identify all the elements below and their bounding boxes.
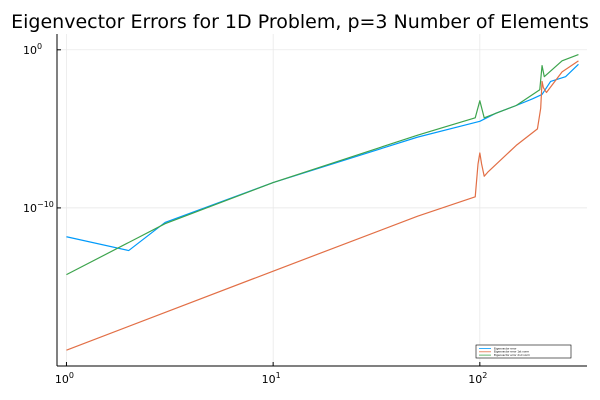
x-tick-label: 101 bbox=[262, 371, 281, 386]
series-line bbox=[66, 60, 579, 351]
series-line bbox=[66, 63, 579, 252]
y-tick-exponent: 0 bbox=[37, 42, 42, 51]
legend-box bbox=[475, 344, 572, 359]
y-ticks: 10 010 −10 bbox=[23, 42, 61, 215]
y-tick-label: 10 bbox=[23, 44, 37, 57]
series-line bbox=[66, 54, 579, 276]
x-tick-base: 10 bbox=[262, 373, 276, 386]
x-tick-label: 102 bbox=[468, 371, 487, 386]
y-tick-base: 10 bbox=[23, 44, 37, 57]
x-tick-base: 10 bbox=[55, 373, 69, 386]
x-ticks: 100 101 102 bbox=[55, 362, 487, 386]
x-tick-exponent: 1 bbox=[276, 371, 281, 380]
legend-label: Eigenvector error 1st norm bbox=[494, 350, 529, 354]
y-tick-exponent: −10 bbox=[37, 200, 54, 209]
x-tick-label: 100 bbox=[55, 371, 74, 386]
y-tick-label: 10 bbox=[23, 202, 37, 215]
y-tick-base: 10 bbox=[23, 202, 37, 215]
plot-area bbox=[57, 34, 587, 366]
x-tick-exponent: 2 bbox=[482, 371, 487, 380]
legend-label: Eigenvector error 2nd norm bbox=[494, 353, 530, 357]
legend-label: Eigenvector error bbox=[494, 346, 518, 350]
x-tick-exponent: 0 bbox=[69, 371, 74, 380]
grid bbox=[57, 34, 587, 366]
x-tick-base: 10 bbox=[468, 373, 482, 386]
chart-title: Eigenvector Errors for 1D Problem, p=3 N… bbox=[11, 11, 589, 33]
series-group bbox=[66, 54, 579, 351]
